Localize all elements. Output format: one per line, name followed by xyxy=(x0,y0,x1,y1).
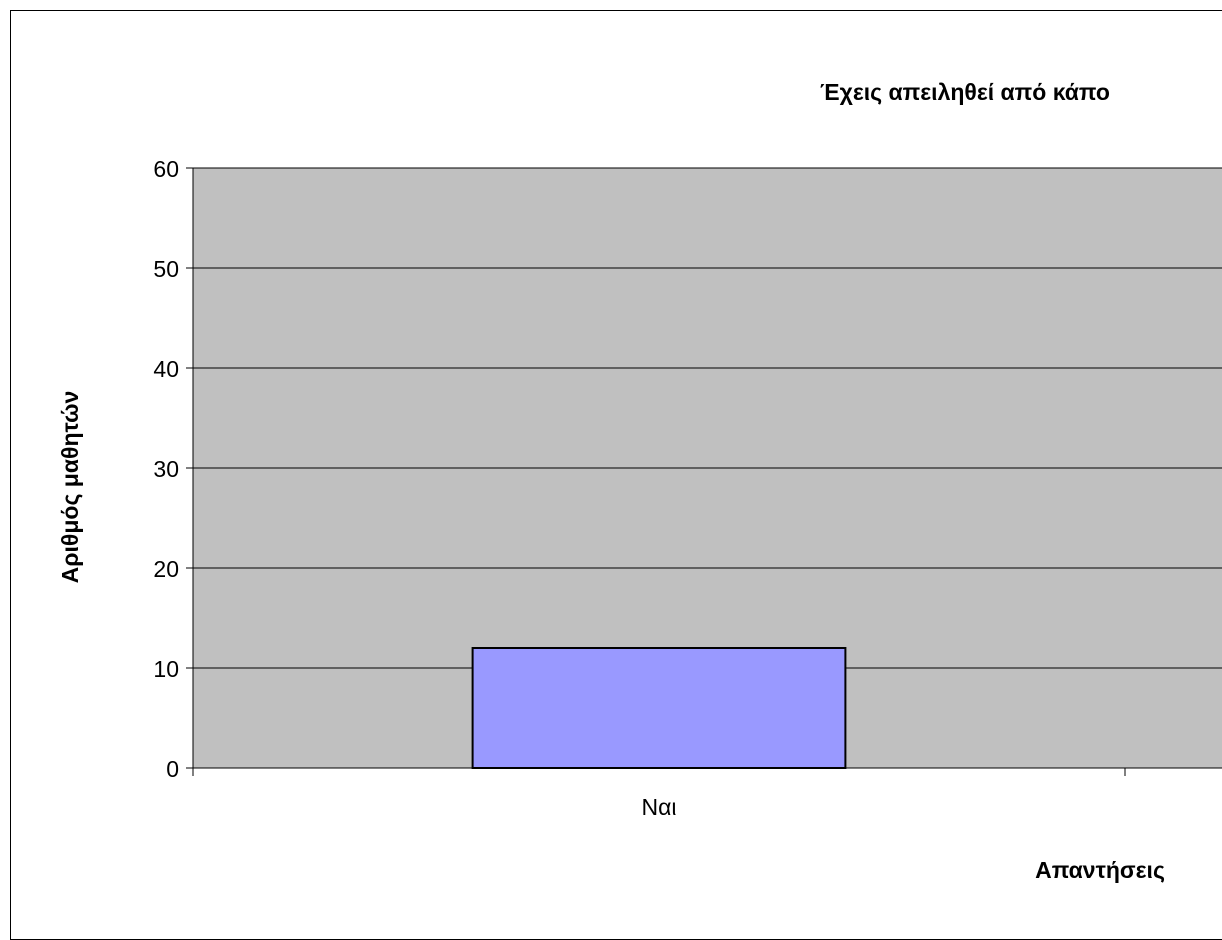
chart-title: Έχεις απειληθεί από κάπο xyxy=(820,79,1110,105)
y-tick-label: 40 xyxy=(153,356,179,382)
y-axis-label: Αριθμός μαθητών xyxy=(57,391,83,584)
x-axis: Ναι xyxy=(192,767,1222,820)
bars xyxy=(471,647,847,769)
x-axis-label: Απαντήσεις xyxy=(1035,857,1165,883)
y-tick-label: 0 xyxy=(166,756,179,782)
y-axis: 0 10 20 30 40 50 60 xyxy=(153,156,194,782)
y-tick-label: 20 xyxy=(153,556,179,582)
bar xyxy=(471,647,847,769)
y-tick-label: 60 xyxy=(153,156,179,182)
y-tick-label: 10 xyxy=(153,656,179,682)
y-tick-label: 50 xyxy=(153,256,179,282)
bar-chart: 0 10 20 30 40 50 60 Ναι Έχεις απειληθεί από κά… xyxy=(57,79,1222,883)
y-tick-label: 30 xyxy=(153,456,179,482)
x-tick-label: Ναι xyxy=(641,794,676,820)
